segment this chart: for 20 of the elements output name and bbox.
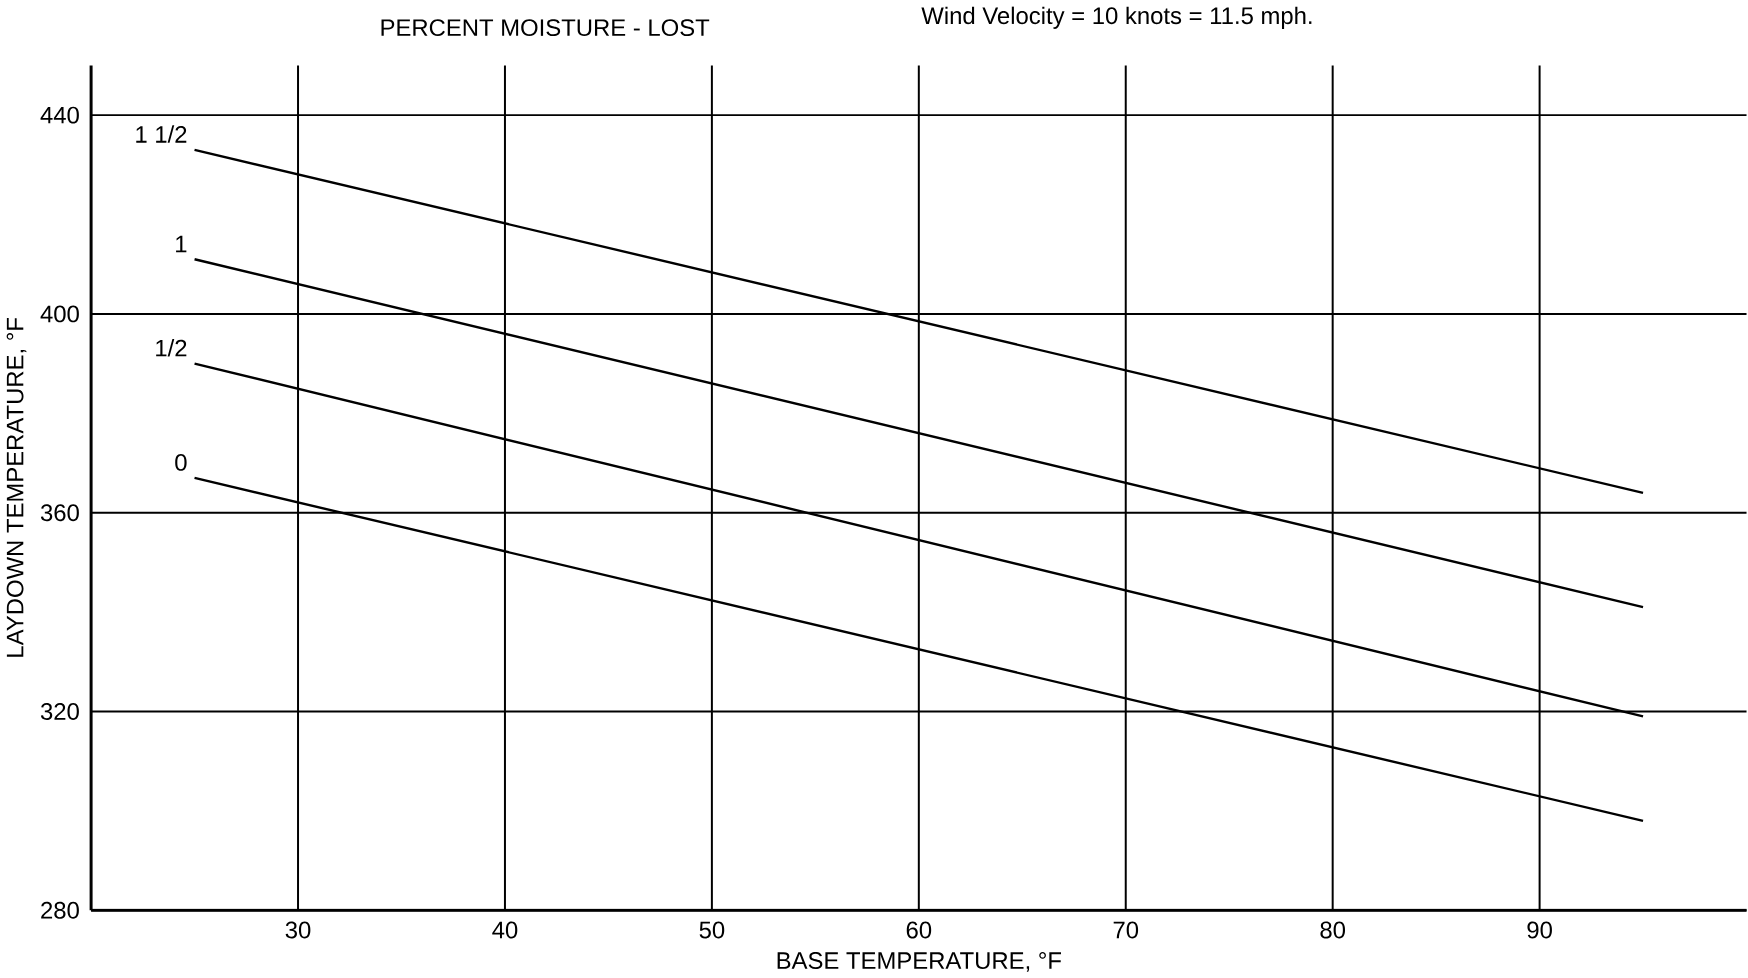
- y-tick-label: 440: [40, 106, 79, 124]
- x-tick-label: 70: [1113, 921, 1139, 939]
- series-label: 1 1/2: [136, 125, 187, 143]
- x-tick-label: 30: [285, 921, 311, 939]
- y-tick-label: 320: [40, 702, 79, 720]
- x-tick-label: 50: [699, 921, 725, 939]
- x-tick-label: 80: [1320, 921, 1346, 939]
- x-tick-label: 40: [492, 921, 518, 939]
- x-tick-label: 90: [1527, 921, 1552, 939]
- series-label: 1: [176, 235, 187, 252]
- y-tick-label: 280: [41, 901, 79, 919]
- series-label: 1/2: [156, 338, 187, 357]
- y-tick-label: 360: [40, 504, 79, 521]
- x-axis-title: BASE TEMPERATURE, °F: [777, 951, 1061, 972]
- series-label: 0: [175, 453, 187, 471]
- x-tick-label: 60: [906, 921, 932, 939]
- chart-title: Wind Velocity = 10 knots = 11.5 mph.: [921, 6, 1312, 29]
- y-axis-title: LAYDOWN TEMPERATURE, °F: [6, 317, 27, 657]
- legend-title: PERCENT MOISTURE - LOST: [381, 18, 710, 36]
- y-tick-label: 400: [40, 305, 79, 323]
